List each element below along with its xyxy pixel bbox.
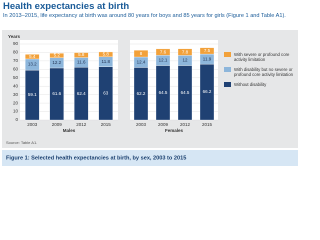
value-label: 7.5 bbox=[204, 48, 211, 53]
value-label: 61.6 bbox=[52, 91, 61, 96]
y-tick-label: 70 bbox=[13, 58, 19, 63]
value-label: 11.6 bbox=[77, 60, 86, 65]
y-tick-label: 90 bbox=[13, 41, 19, 46]
bar-segment bbox=[74, 52, 89, 58]
legend-swatch bbox=[224, 67, 231, 72]
source: Source: Table A1. bbox=[6, 140, 37, 145]
x-tick-label: 2015 bbox=[101, 122, 112, 127]
y-tick-label: 60 bbox=[13, 67, 19, 72]
x-tick-label: 2012 bbox=[180, 122, 191, 127]
y-axis-label: Years bbox=[8, 34, 21, 39]
chart: Source: Table A1. Figure 1: Selected hea… bbox=[2, 30, 298, 166]
y-tick-label: 40 bbox=[13, 83, 19, 88]
value-label: 63 bbox=[103, 91, 109, 96]
legend-label: With severe or profound core activity li… bbox=[234, 52, 290, 62]
x-tick-label: 2015 bbox=[202, 122, 213, 127]
bar-segment bbox=[98, 51, 113, 57]
bar-segment bbox=[49, 53, 64, 58]
value-label: 12.4 bbox=[137, 59, 146, 64]
value-label: 12.2 bbox=[52, 60, 61, 65]
bar-segment bbox=[177, 48, 193, 56]
bar-segment bbox=[155, 48, 171, 56]
y-tick-label: 50 bbox=[13, 75, 19, 80]
value-label: 7.6 bbox=[160, 49, 167, 54]
value-label: 8 bbox=[140, 51, 143, 56]
x-tick-label: 2009 bbox=[158, 122, 169, 127]
caption-bg bbox=[2, 150, 298, 166]
bar-segment bbox=[133, 50, 149, 58]
legend-swatch bbox=[224, 52, 231, 57]
x-tick-label: 2003 bbox=[27, 122, 38, 127]
value-label: 5.4 bbox=[29, 54, 36, 59]
panel-label: Males bbox=[63, 128, 76, 133]
legend-label: With disability but no severe or profoun… bbox=[234, 67, 293, 77]
legend-swatch bbox=[224, 82, 231, 87]
value-label: 62.2 bbox=[137, 91, 146, 96]
bar-segment bbox=[25, 54, 40, 60]
legend-label: Without disability bbox=[234, 82, 267, 87]
value-label: 12.1 bbox=[159, 58, 168, 63]
bar-segment bbox=[199, 47, 215, 55]
value-label: 5.8 bbox=[103, 52, 110, 57]
y-tick-label: 20 bbox=[13, 100, 19, 105]
value-label: 62.4 bbox=[77, 91, 86, 96]
y-tick-label: 0 bbox=[15, 117, 18, 122]
legend-item: Without disability bbox=[224, 82, 296, 87]
subtitle: In 2013–2015, life expectancy at birth w… bbox=[3, 13, 286, 19]
value-label: 7.8 bbox=[182, 49, 189, 54]
caption: Figure 1: Selected health expectancies a… bbox=[6, 155, 186, 161]
value-label: 11.8 bbox=[102, 59, 111, 64]
x-tick-label: 2003 bbox=[136, 122, 147, 127]
value-label: 5.2 bbox=[54, 53, 61, 58]
value-label: 66.2 bbox=[203, 89, 212, 94]
value-label: 64.5 bbox=[181, 90, 190, 95]
value-label: 11.9 bbox=[203, 56, 212, 61]
y-tick-label: 30 bbox=[13, 92, 19, 97]
page: Health expectancies at birth In 2013–201… bbox=[0, 0, 300, 168]
legend-item: With severe or profound core activity li… bbox=[224, 52, 296, 62]
value-label: 5.8 bbox=[78, 52, 85, 57]
value-label: 64.5 bbox=[159, 90, 168, 95]
y-tick-label: 10 bbox=[13, 109, 19, 114]
value-label: 12 bbox=[182, 58, 188, 63]
panel-label: Females bbox=[165, 128, 184, 133]
x-tick-label: 2012 bbox=[76, 122, 87, 127]
legend: With severe or profound core activity li… bbox=[224, 52, 296, 92]
x-tick-label: 2009 bbox=[52, 122, 63, 127]
value-label: 59.1 bbox=[28, 92, 37, 97]
y-tick-label: 80 bbox=[13, 50, 19, 55]
value-label: 13.2 bbox=[28, 62, 37, 67]
title: Health expectancies at birth bbox=[3, 1, 130, 12]
legend-item: With disability but no severe or profoun… bbox=[224, 67, 296, 77]
